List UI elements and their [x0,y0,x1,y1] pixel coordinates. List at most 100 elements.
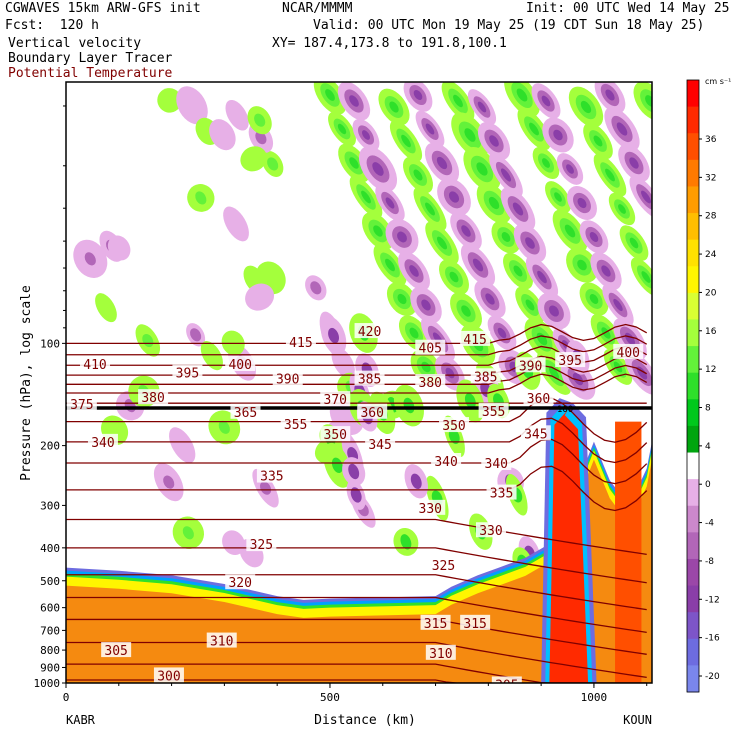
header-valid: Valid: 00 UTC Mon 19 May 25 (19 CDT Sun … [313,18,705,33]
downdraft-cell [594,82,626,114]
updraft-cell [362,212,394,250]
colorbar-label: -12 [705,595,720,605]
colorbar-unit: cm s⁻¹ [705,77,731,86]
downdraft-cell [320,316,347,355]
theta-label: 330 [419,502,442,517]
theta-label-bg [280,416,311,432]
theta-label-bg [256,467,287,483]
theta-label: 305 [495,678,518,693]
colorbar-label: 28 [705,212,717,222]
updraft-cell [187,184,215,212]
theta-label: 415 [463,333,486,348]
theta-label-bg [153,667,184,683]
downdraft-cell [537,292,571,330]
theta-label-bg [431,452,462,468]
downdraft-cell [186,323,206,347]
y-tick-label: 300 [40,499,60,512]
theta-label: 355 [284,418,307,433]
updraft-cell [338,143,370,183]
theta-label-bg [365,436,396,452]
updraft-cell [378,88,410,126]
theta-contour [66,345,648,366]
downdraft-cell [460,243,496,287]
theta-label-bg [246,536,277,552]
theta-label: 355 [482,405,505,420]
convective-plume-core [549,410,589,683]
theta-label: 315 [463,617,486,632]
updraft-cell [593,153,627,197]
downdraft-cell [579,220,609,254]
downdraft-cell [385,218,419,256]
theta-label: 385 [474,370,497,385]
theta-label-bg [478,402,509,418]
downdraft-cell [467,89,497,125]
updraft-cell [583,122,613,160]
colorbar-swatch [687,159,699,187]
theta-label-bg [101,642,132,658]
colorbar-swatch [687,133,699,161]
updraft-cell [552,209,588,253]
theta-label: 345 [368,438,391,453]
theta-label: 350 [442,419,465,434]
theta-label-bg [415,374,446,390]
theta-label: 340 [91,436,114,451]
colorbar-label: 24 [705,250,717,260]
theta-label: 395 [176,367,199,382]
updraft-cell [532,146,560,180]
colorbar-swatch [687,638,699,666]
theta-label: 420 [358,325,381,340]
updraft-cell [261,150,284,177]
colorbar-label: 4 [705,442,711,452]
theta-label: 415 [289,336,312,351]
updraft-cell [389,120,423,162]
downdraft-cell [542,117,574,153]
y-tick-label: 400 [40,542,60,555]
theta-label: 325 [432,559,455,574]
tracer-band [66,459,652,683]
colorbar-label: -8 [705,557,714,567]
header-field-boundary-layer: Boundary Layer Tracer [8,51,173,66]
updraft-cell [373,244,407,286]
colorbar-label: 20 [705,288,717,298]
theta-label: 365 [234,406,257,421]
theta-label-bg [481,454,512,470]
vertical-velocity-field [73,82,652,578]
theta-label-bg [425,644,456,660]
theta-label-bg [357,403,388,419]
y-tick-label: 1000 [34,677,61,690]
theta-contour [66,417,648,464]
theta-label: 390 [519,359,542,374]
updraft-cell [393,527,419,556]
theta-label-bg [206,632,237,648]
header-xy: XY= 187.4,173.8 to 191.8,100.1 [272,36,507,51]
updraft-cell [413,187,447,231]
colorbar-swatch [687,319,699,347]
colorbar-swatch [687,425,699,454]
theta-label-bg [470,368,501,384]
theta-label-bg [520,425,551,441]
updraft-cell [517,107,551,151]
updraft-cell [515,286,545,324]
downdraft-cell [415,110,445,148]
updraft-cell [349,175,383,219]
theta-label: 395 [558,354,581,369]
updraft-cell [608,192,636,226]
x-end-left: KABR [66,713,96,727]
downdraft-cell [556,153,584,185]
x-tick-label: 1000 [581,691,608,704]
theta-label-bg [613,343,644,359]
colorbar-swatch [687,186,699,214]
updraft-cell [619,225,649,261]
updraft-cell [313,82,347,115]
theta-label: 380 [419,376,442,391]
updraft-cell [633,82,652,121]
downdraft-cell [107,235,131,261]
downdraft-cell [209,119,236,151]
theta-label-bg [354,370,385,386]
downdraft-cell [352,118,380,152]
theta-label-bg [285,333,316,349]
theta-contour [66,547,647,584]
downdraft-cell [222,530,245,556]
downdraft-cell [358,146,398,192]
y-axis-label: Pressure (hPa), log scale [19,285,34,481]
